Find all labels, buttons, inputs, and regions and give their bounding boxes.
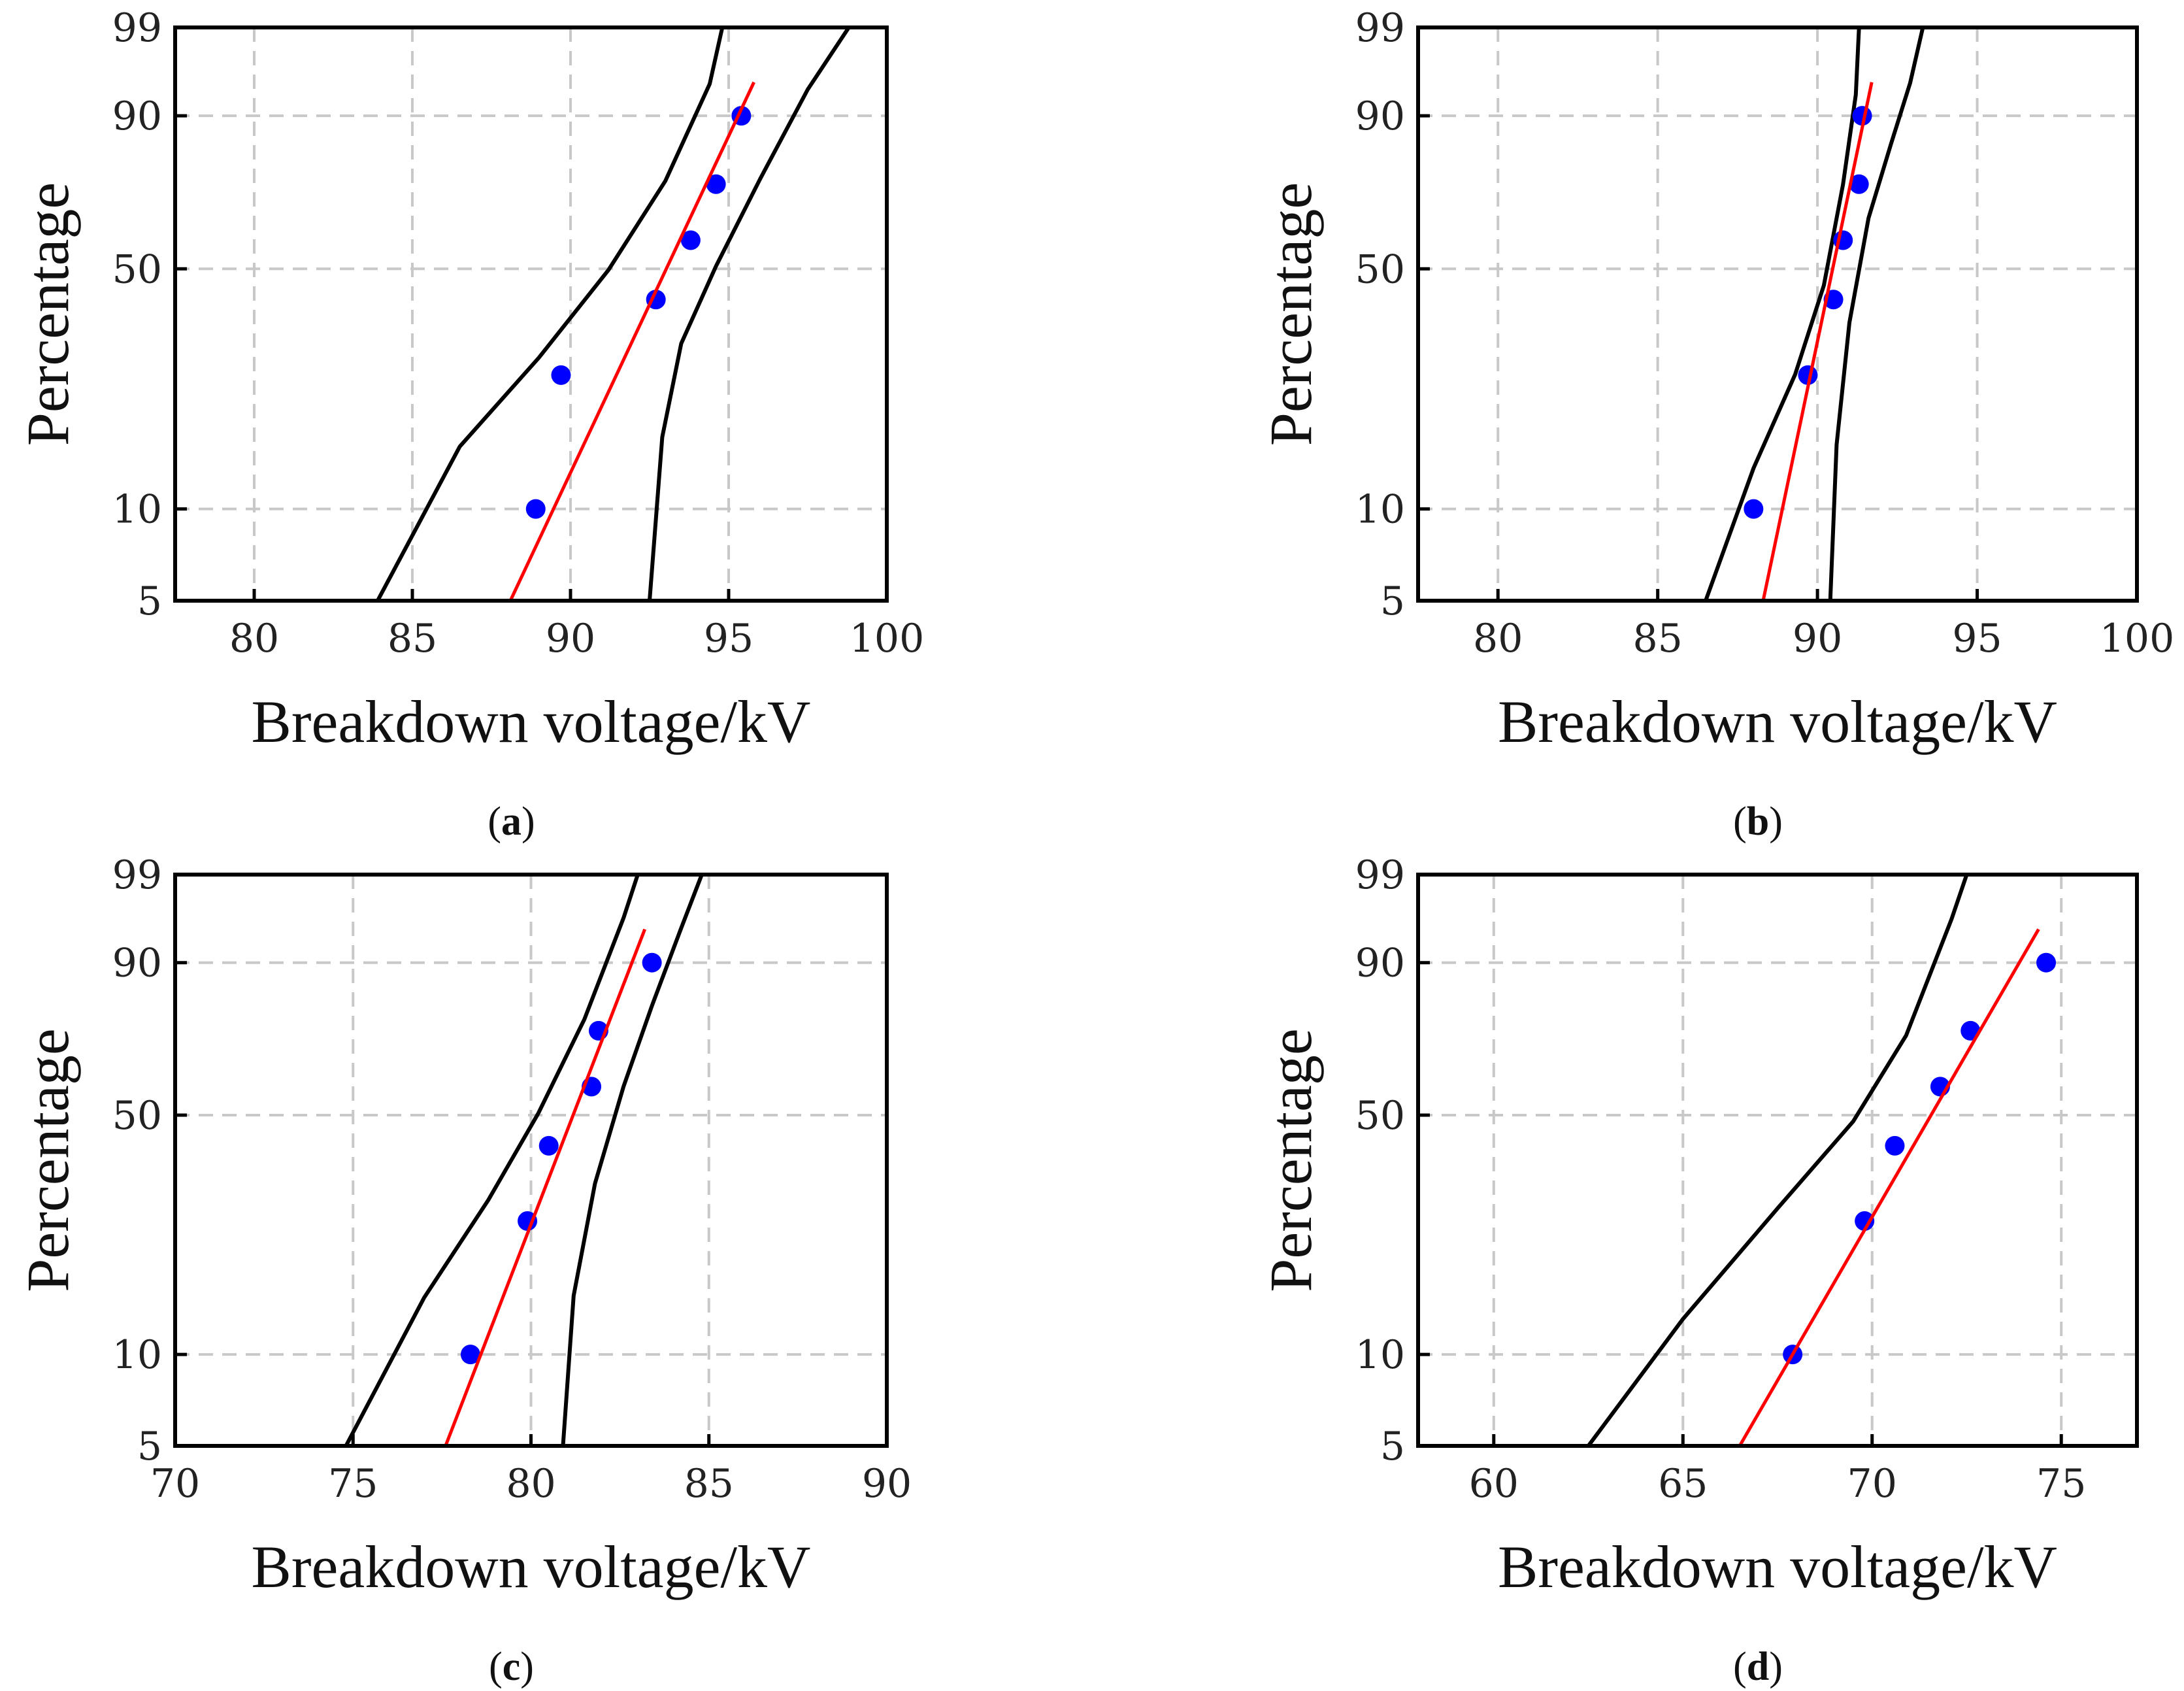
x-tick-label: 75 [328,1461,378,1507]
y-tick-label: 99 [112,852,162,898]
fit-line [1738,928,2040,1446]
x-tick-label: 60 [1469,1461,1519,1507]
panel-caption: (a) [488,799,535,844]
panel-b: 80 85 90 95 100 5 10 50 90 99 Breakdown voltage/kV… [1257,5,2174,844]
fit-line [508,81,755,601]
x-tick-label: 85 [388,616,437,661]
lower-confidence-bound [561,875,704,1446]
x-tick-label: 80 [506,1461,555,1507]
y-tick-label: 10 [112,1332,162,1378]
panel-a: 80 85 90 95 100 5 10 50 90 99 Breakdown voltage/kV… [14,5,924,844]
data-point-6 [2036,952,2057,973]
y-tick-label: 99 [1355,852,1405,898]
x-tick-label: 95 [1952,616,2002,661]
data-point-1 [460,1345,480,1365]
y-tick-label: 50 [1355,1093,1405,1139]
plot-frame [1416,873,2139,1448]
panel-caption: (c) [489,1645,534,1689]
data-point-2 [1855,1211,1875,1231]
x-tick-label: 100 [850,616,925,661]
lower-confidence-bound [1828,27,1925,601]
upper-confidence-bound [344,875,640,1446]
y-tick-label: 99 [1355,5,1405,51]
x-axis-label: Breakdown voltage/kV [1498,1533,2057,1600]
y-tick-label: 50 [112,246,162,292]
panel-d: 60 65 70 75 5 10 50 90 99 Breakdown voltage/kV Per… [1257,852,2139,1689]
y-tick-label: 90 [1355,941,1405,986]
grid [175,875,887,1446]
y-tick-label: 5 [1380,1424,1405,1469]
plot-frame [1416,25,2139,603]
fit-line [1761,82,1874,601]
curves [1587,875,2057,1446]
curves [376,27,851,601]
y-tick-label: 50 [1355,246,1405,292]
y-tick-label: 99 [112,5,162,51]
y-tick-label: 5 [137,1424,162,1469]
y-tick-label: 10 [112,487,162,533]
x-tick-label: 95 [704,616,753,661]
x-tick-label: 90 [1793,616,1842,661]
y-axis-label: Percentage [14,1028,81,1292]
data-point-5 [706,174,726,194]
panel-caption: (d) [1733,1645,1783,1689]
y-tick-label: 5 [137,578,162,624]
x-tick-label: 85 [1632,616,1682,661]
data-point-2 [551,365,571,385]
curves [344,875,704,1446]
upper-confidence-bound [376,27,725,601]
y-tick-label: 10 [1355,487,1405,533]
data-point-3 [1885,1135,1905,1156]
data-point-5 [1849,174,1869,194]
x-tick-label: 85 [684,1461,734,1507]
x-tick-label: 70 [150,1461,200,1507]
fit-line [444,928,647,1446]
data-point-1 [1744,499,1764,519]
x-tick-label: 70 [1847,1461,1897,1507]
y-axis-label: Percentage [1257,182,1324,446]
x-tick-label: 65 [1658,1461,1708,1507]
x-tick-label: 100 [2100,616,2175,661]
curves [1704,27,1925,601]
data-point-6 [642,952,662,973]
y-tick-label: 5 [1380,578,1405,624]
y-tick-label: 90 [112,941,162,986]
data-point-2 [518,1211,538,1231]
x-tick-label: 90 [862,1461,912,1507]
y-tick-label: 10 [1355,1332,1405,1378]
data-point-1 [525,499,546,519]
panel-caption: (b) [1733,799,1783,844]
y-axis-label: Percentage [1257,1028,1324,1292]
x-axis-label: Breakdown voltage/kV [1498,688,2057,755]
x-tick-label: 80 [1473,616,1523,661]
lower-confidence-bound [648,27,851,601]
data-point-3 [538,1135,559,1156]
x-tick-label: 80 [229,616,279,661]
x-axis-label: Breakdown voltage/kV [252,688,811,755]
data-point-4 [680,230,701,250]
panel-c: 70 75 80 85 90 5 10 50 90 99 Breakdown voltage/kV P… [14,852,912,1689]
upper-confidence-bound [1704,27,1861,601]
plot-frame [173,25,889,603]
y-tick-label: 90 [1355,93,1405,139]
y-axis-label: Percentage [14,182,81,446]
upper-confidence-bound [1587,875,1969,1446]
y-tick-label: 90 [112,93,162,139]
x-tick-label: 75 [2036,1461,2086,1507]
y-tick-label: 50 [112,1093,162,1139]
grid [1418,27,2137,601]
x-tick-label: 90 [546,616,595,661]
x-axis-label: Breakdown voltage/kV [252,1533,811,1600]
grid [1418,875,2137,1446]
